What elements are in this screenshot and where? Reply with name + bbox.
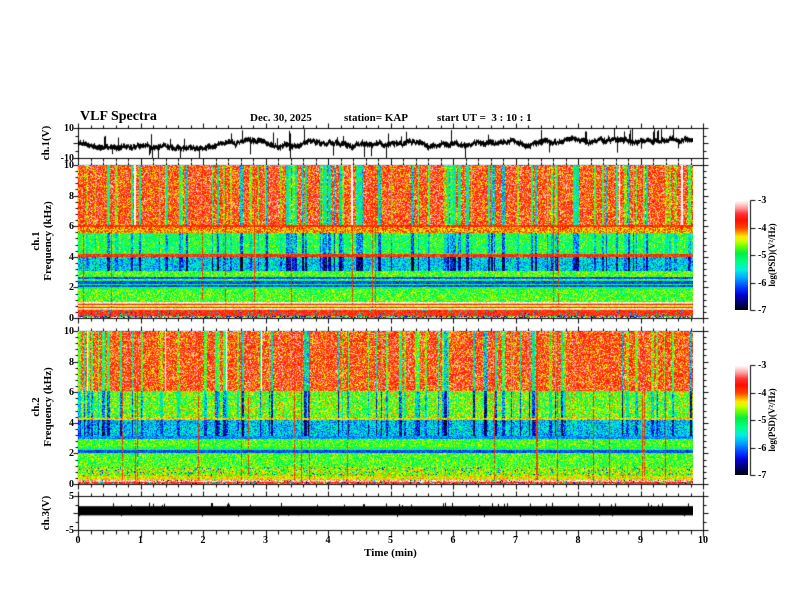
ch2-frequency-tick-label: 2 — [69, 448, 74, 460]
ch3-voltage-tick-label: -5 — [65, 525, 74, 536]
x-tick-label: 0 — [75, 535, 81, 546]
x-tick-label: 6 — [450, 535, 456, 546]
ch1-voltage-tick-label: -10 — [60, 153, 74, 164]
ch1-voltage-tick-label: 10 — [64, 123, 74, 134]
ch3-voltage-tick-label: 5 — [69, 491, 74, 502]
colorbar-tick-label: -7 — [758, 305, 767, 316]
ch2-frequency-tick-label: 0 — [69, 479, 74, 490]
x-tick-label: 1 — [138, 535, 143, 546]
ch1-frequency-tick-label: 4 — [69, 251, 74, 263]
x-tick-label: 9 — [638, 535, 643, 546]
x-tick-label: 8 — [575, 535, 581, 546]
ch1-frequency-axis-label: ch.1 Frequency (kHz) — [30, 161, 54, 321]
ch1-frequency-tick-label: 0 — [69, 313, 74, 324]
colorbar-tick-label: -5 — [758, 415, 767, 426]
ch2-frequency-tick-label: 6 — [69, 387, 74, 399]
colorbar-tick-label: -6 — [758, 442, 767, 454]
x-tick-label: 2 — [200, 535, 206, 546]
colorbar-tick-label: -3 — [758, 360, 767, 371]
ch1-frequency-tick-label: 6 — [69, 221, 74, 233]
ch1-frequency-tick-label: 10 — [64, 160, 74, 171]
colorbar-tick-label: -4 — [758, 387, 767, 399]
colorbar-tick-label: -7 — [758, 470, 767, 481]
colorbar-tick-label: -4 — [758, 222, 767, 234]
x-tick-label: 5 — [388, 535, 393, 546]
x-tick-label: 10 — [698, 535, 708, 546]
ch2-frequency-tick-label: 8 — [69, 356, 74, 368]
x-tick-label: 4 — [325, 535, 331, 546]
colorbar-ch2-canvas — [735, 365, 748, 475]
colorbar-tick-label: -5 — [758, 250, 767, 261]
ch1-frequency-tick-label: 2 — [69, 282, 74, 294]
ch1-waveform-canvas — [78, 128, 693, 158]
ch1-spectrogram-canvas — [78, 165, 693, 318]
colorbar-tick-label: -3 — [758, 195, 767, 206]
ch2-frequency-tick-label: 4 — [69, 417, 74, 429]
colorbar-tick-label: -6 — [758, 277, 767, 289]
ch3-voltage-axis-label: ch.3(V) — [40, 495, 52, 531]
ch1-axis-label-line1: ch.1 — [30, 231, 42, 251]
ch1-frequency-tick-label: 8 — [69, 190, 74, 202]
ch3-waveform-canvas — [78, 496, 693, 530]
colorbar-ch1-canvas — [735, 200, 748, 310]
x-tick-label: 3 — [263, 535, 268, 546]
ch1-axis-label-line2: Frequency (kHz) — [42, 201, 54, 281]
time-axis-label: Time (min) — [364, 547, 417, 559]
x-tick-label: 7 — [513, 535, 518, 546]
ch2-spectrogram-canvas — [78, 331, 693, 484]
ch2-frequency-tick-label: 10 — [64, 326, 74, 337]
